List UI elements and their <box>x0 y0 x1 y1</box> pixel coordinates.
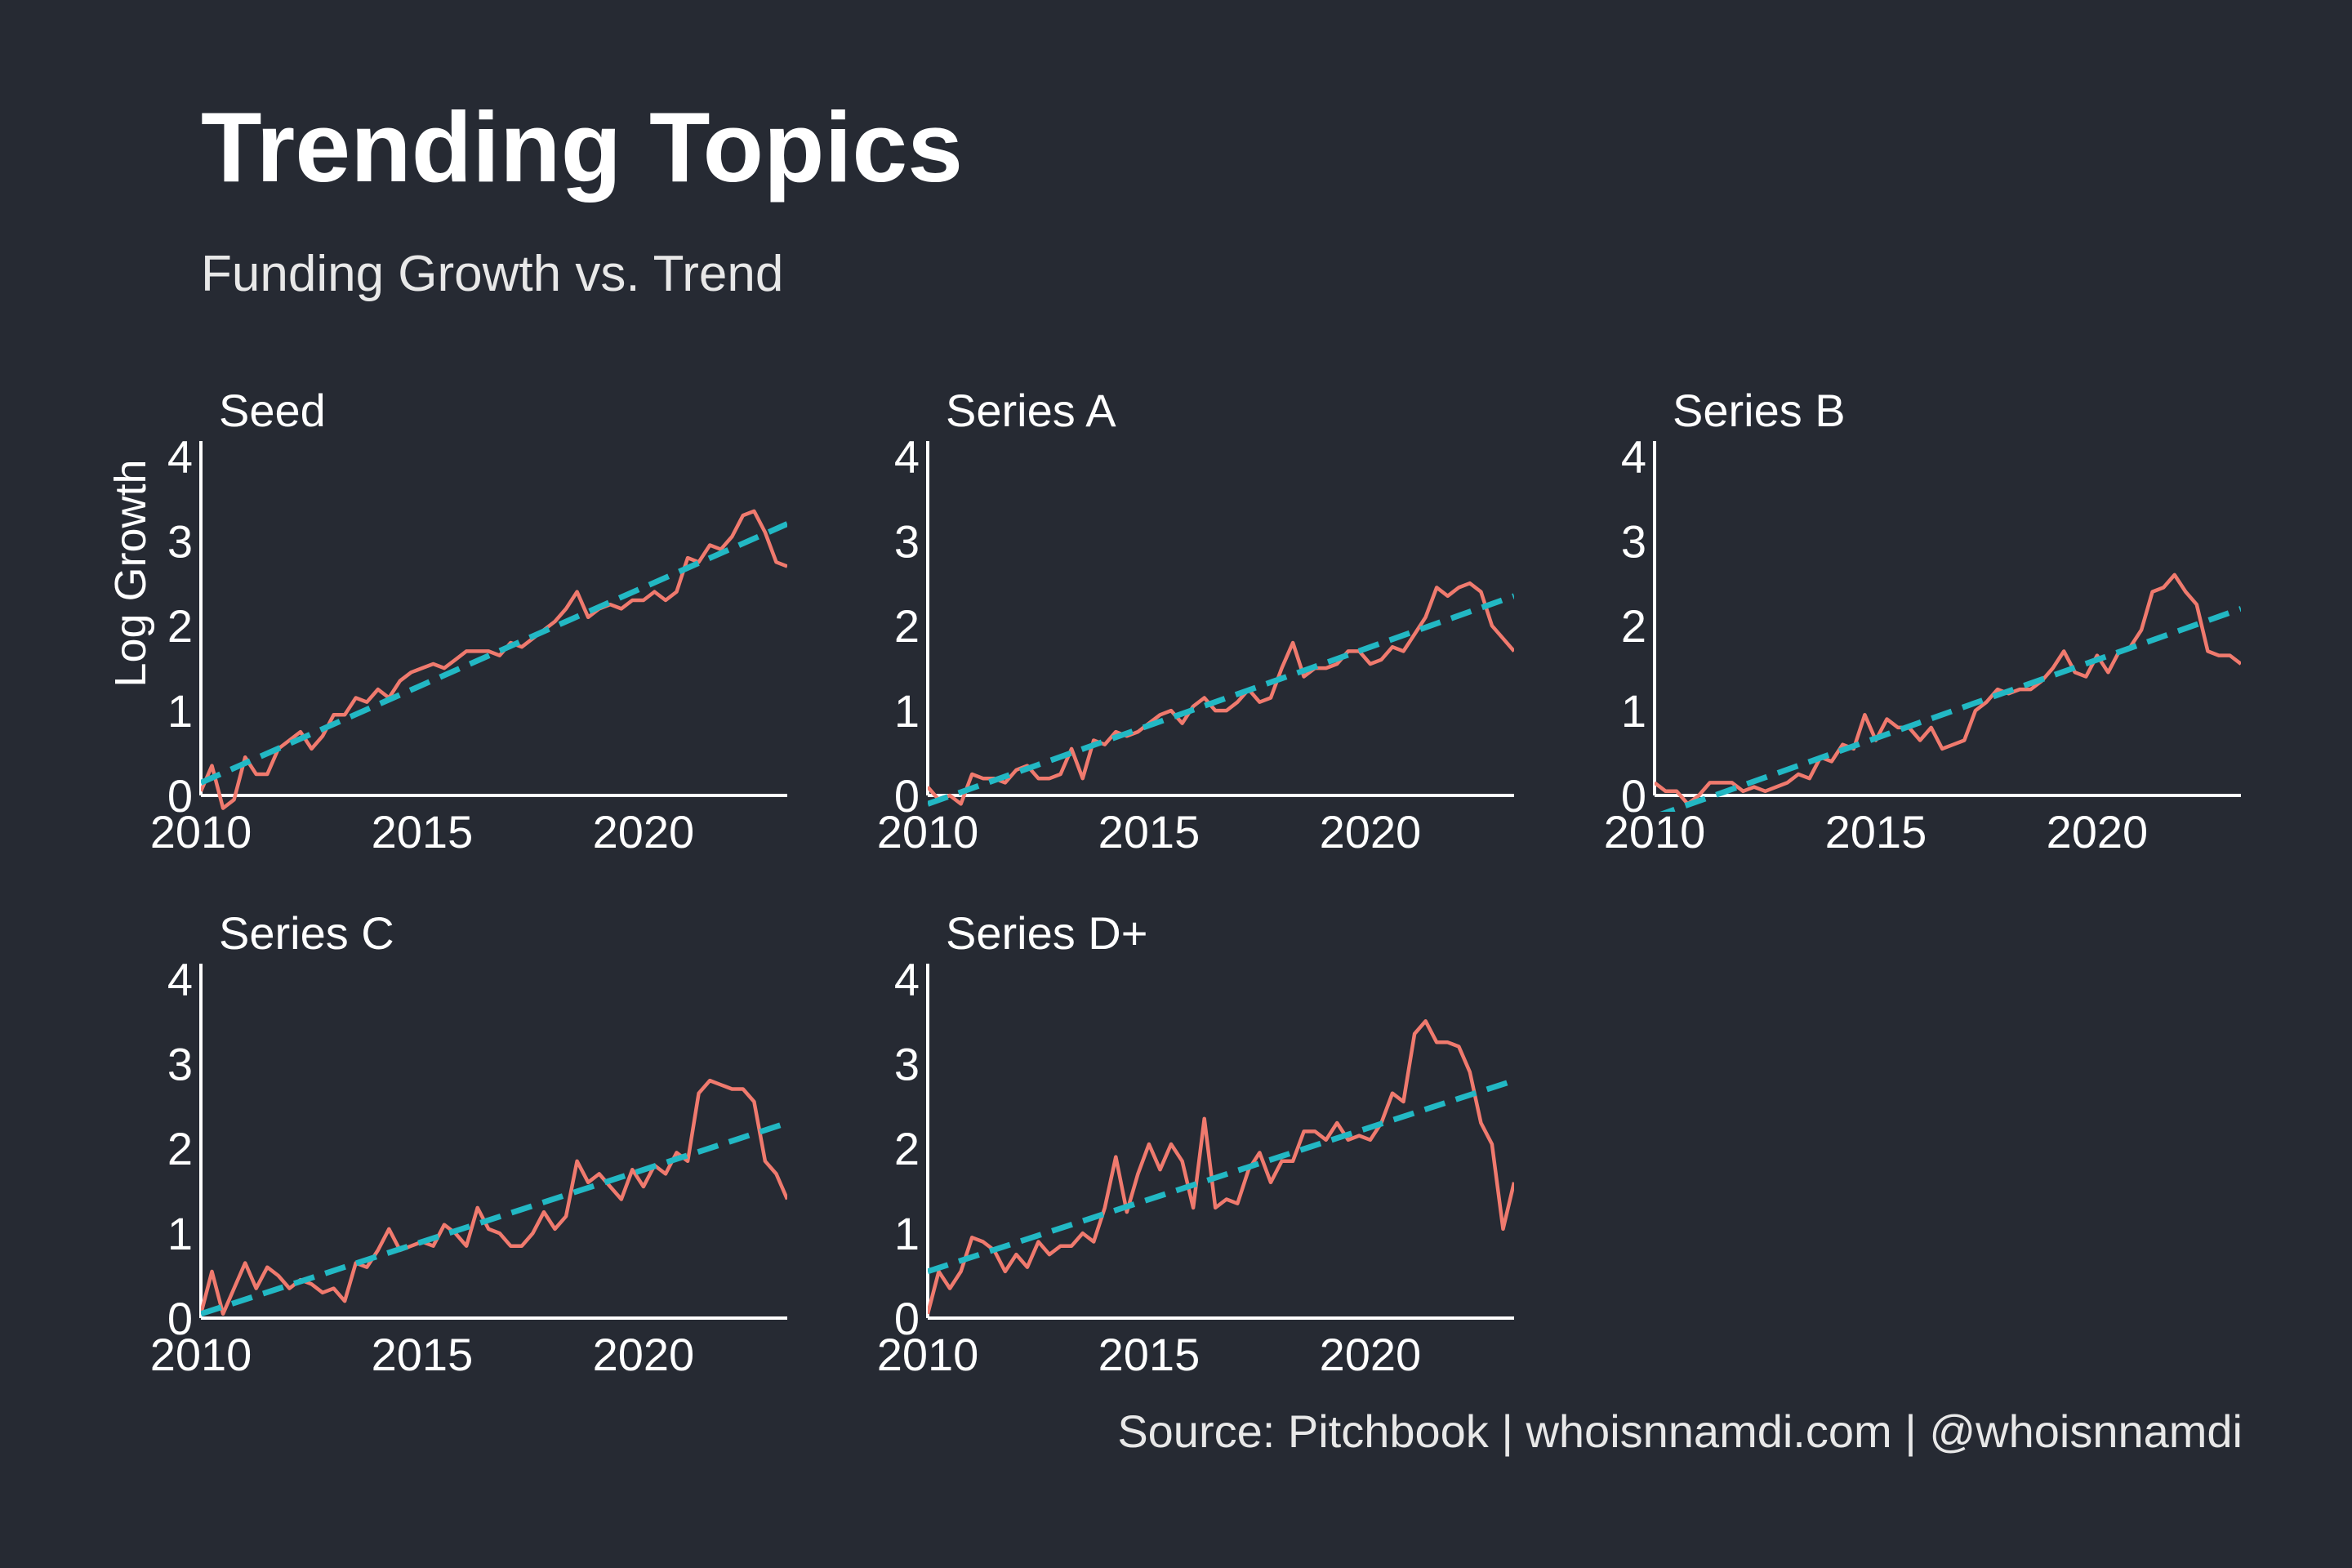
source-caption: Source: Pitchbook | whoisnnamdi.com | @w… <box>1117 1405 2243 1457</box>
trend-line <box>201 1120 787 1317</box>
panel-series-d: Series D+ 0 1 2 3 4 2010 2015 2020 <box>877 907 1514 1380</box>
y-tick-label: 3 <box>894 1038 920 1089</box>
y-tick-label: 0 <box>894 1293 920 1344</box>
panel-seed: Seed 0 1 2 3 4 2010 2015 2020 <box>150 385 787 858</box>
panel-title: Series B <box>1673 385 1846 436</box>
x-tick-label: 2015 <box>1098 1329 1200 1380</box>
panel-title: Series D+ <box>946 907 1147 959</box>
y-tick-label: 3 <box>1621 515 1646 567</box>
panel-title: Seed <box>219 385 326 436</box>
y-tick-label: 2 <box>894 600 920 652</box>
y-tick-label: 2 <box>167 600 193 652</box>
y-tick-label: 3 <box>167 515 193 567</box>
trend-line <box>928 593 1514 807</box>
chart-title: Trending Topics <box>201 91 963 203</box>
y-tick-label: 1 <box>167 685 193 737</box>
panel-title: Series C <box>219 907 394 959</box>
x-tick-label: 2010 <box>877 1329 979 1380</box>
y-tick-label: 2 <box>894 1123 920 1174</box>
y-tick-label: 0 <box>167 1293 193 1344</box>
y-tick-label: 1 <box>894 685 920 737</box>
x-tick-label: 2015 <box>372 806 474 858</box>
actual-series-line <box>201 509 787 810</box>
panel-series-a: Series A 0 1 2 3 4 2010 2015 2020 <box>877 385 1514 858</box>
x-tick-label: 2020 <box>593 806 695 858</box>
chart-subtitle: Funding Growth vs. Trend <box>201 246 783 302</box>
y-tick-label: 1 <box>1621 685 1646 737</box>
y-tick-label: 2 <box>167 1123 193 1174</box>
actual-series-line <box>928 1019 1514 1315</box>
trend-line <box>928 1077 1514 1275</box>
y-tick-label: 4 <box>167 430 193 482</box>
x-tick-label: 2020 <box>593 1329 695 1380</box>
x-tick-label: 2010 <box>877 806 979 858</box>
trend-line <box>1659 606 2241 812</box>
x-tick-label: 2020 <box>2047 806 2149 858</box>
panel-title: Series A <box>946 385 1116 436</box>
x-tick-label: 2015 <box>1098 806 1200 858</box>
x-tick-label: 2020 <box>1320 806 1422 858</box>
y-tick-label: 4 <box>894 953 920 1004</box>
y-tick-label: 4 <box>167 953 193 1004</box>
y-tick-label: 4 <box>894 430 920 482</box>
actual-series-line <box>1655 572 2241 806</box>
y-tick-label: 1 <box>167 1208 193 1259</box>
x-tick-label: 2010 <box>1604 806 1706 858</box>
y-tick-label: 1 <box>894 1208 920 1259</box>
x-tick-label: 2010 <box>150 1329 252 1380</box>
x-tick-label: 2010 <box>150 806 252 858</box>
y-tick-label: 3 <box>167 1038 193 1089</box>
y-tick-label: 2 <box>1621 600 1646 652</box>
x-tick-label: 2015 <box>372 1329 474 1380</box>
x-tick-label: 2015 <box>1825 806 1927 858</box>
panel-series-b: Series B 0 1 2 3 4 2010 2015 2020 <box>1604 385 2241 858</box>
y-tick-label: 0 <box>167 770 193 822</box>
y-tick-label: 3 <box>894 515 920 567</box>
y-tick-label: 4 <box>1621 430 1646 482</box>
x-tick-label: 2020 <box>1320 1329 1422 1380</box>
panel-series-c: Series C 0 1 2 3 4 2010 2015 2020 <box>150 907 787 1380</box>
y-tick-label: 0 <box>1621 770 1646 822</box>
y-tick-label: 0 <box>894 770 920 822</box>
y-axis-label: Log Growth <box>106 459 155 687</box>
trend-line <box>201 521 787 786</box>
